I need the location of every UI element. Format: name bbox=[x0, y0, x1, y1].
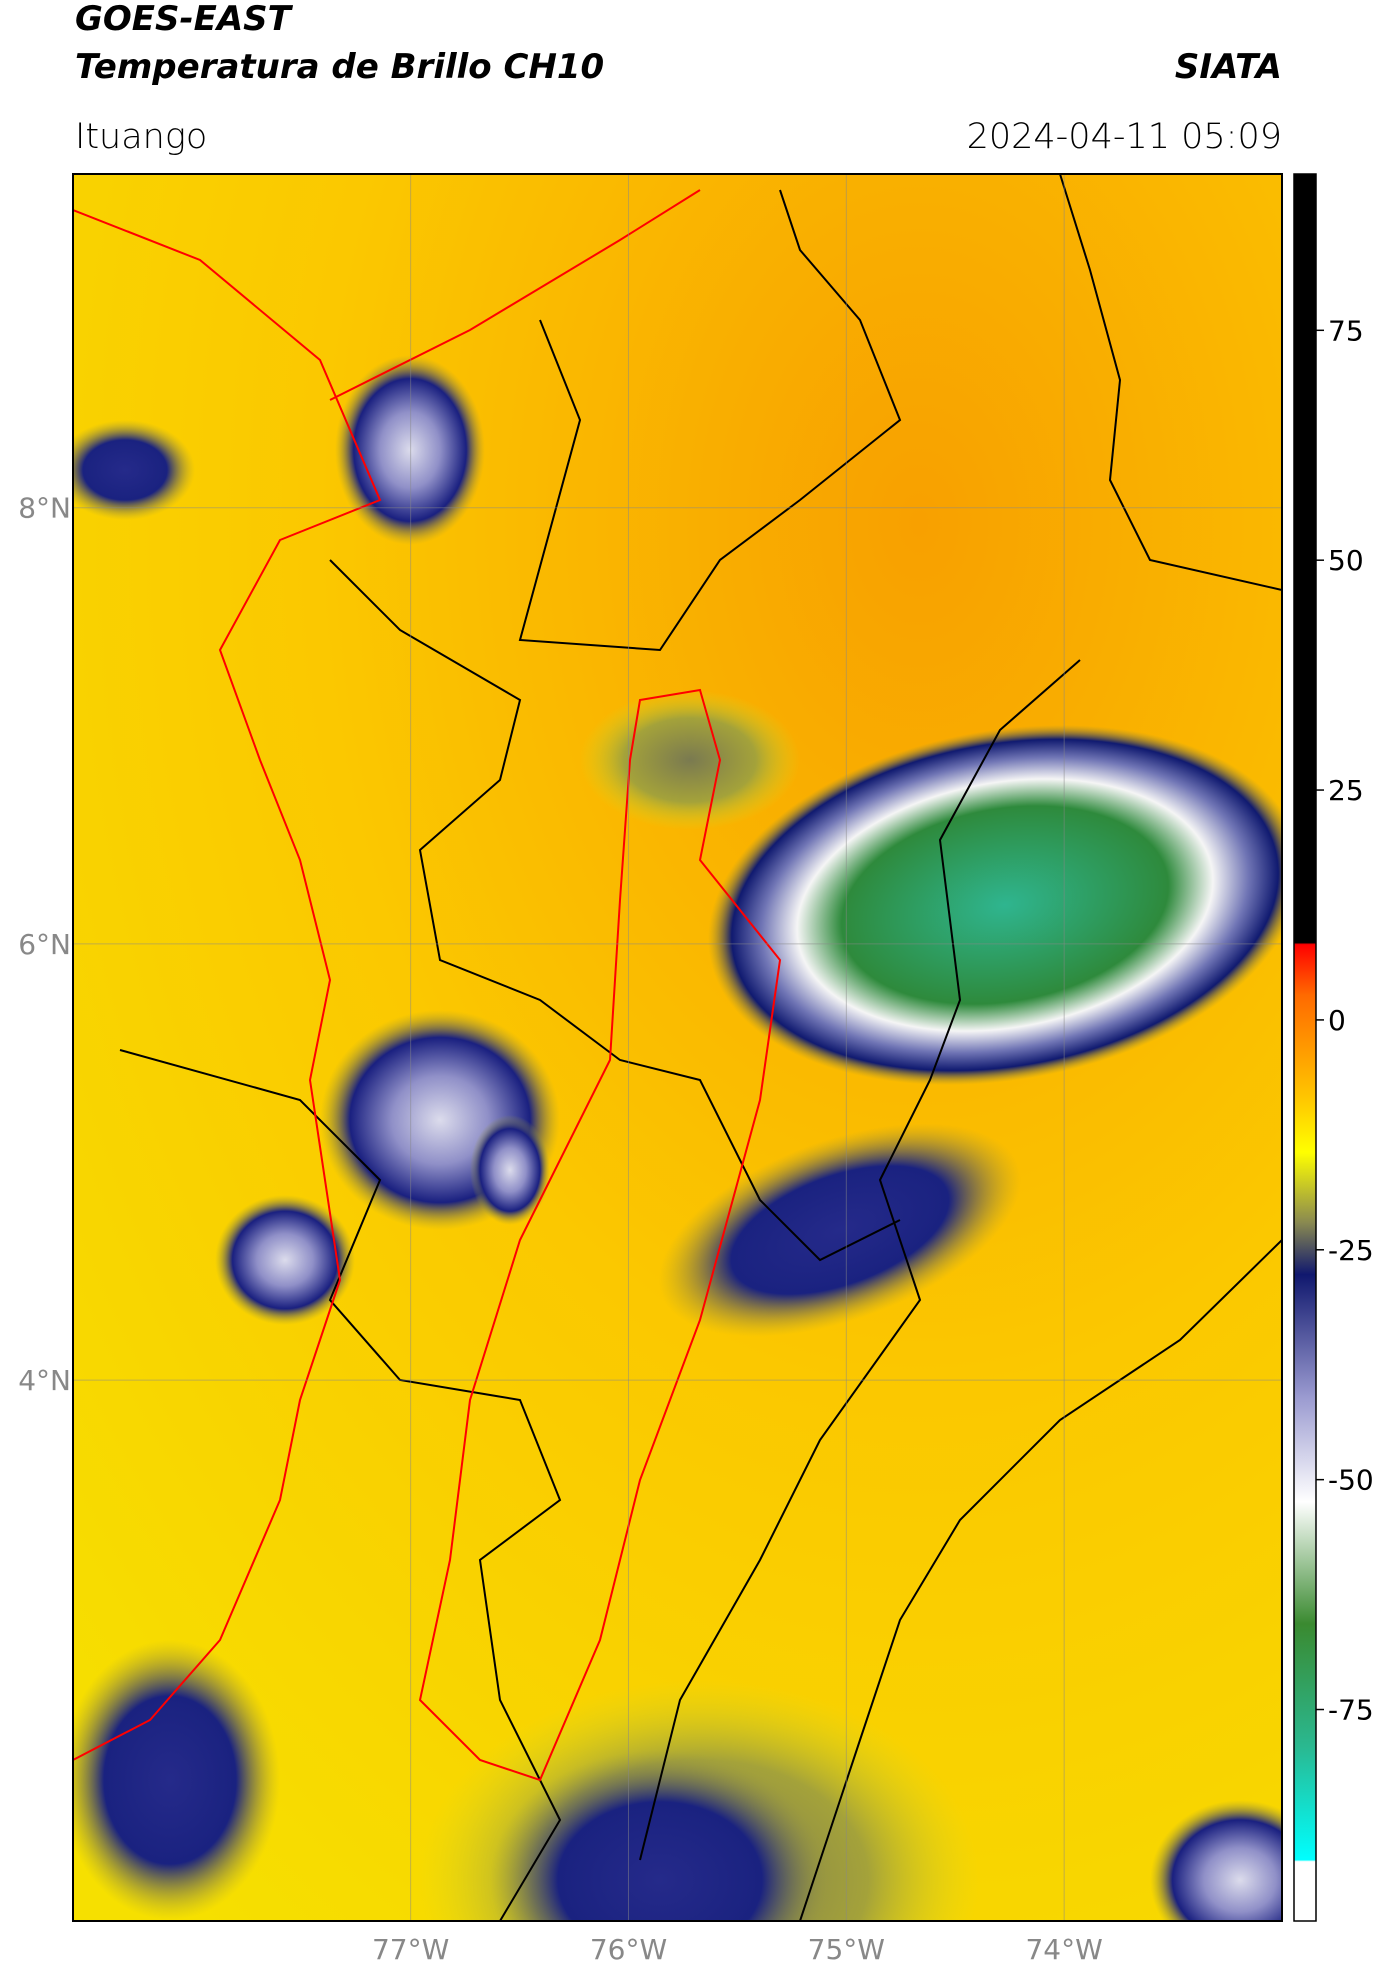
title: GOES-EAST bbox=[75, 0, 294, 39]
colorbar-tick-label: -75 bbox=[1328, 1694, 1374, 1727]
location: Ituango bbox=[75, 117, 207, 157]
datetime: 2024-04-11 05:09 bbox=[967, 117, 1282, 157]
colorbar-tick-label: -50 bbox=[1328, 1464, 1374, 1497]
x-tick-label: 77°W bbox=[372, 1933, 449, 1966]
x-tick-label: 74°W bbox=[1025, 1933, 1102, 1966]
x-tick-label: 75°W bbox=[808, 1933, 885, 1966]
colorbar-tick-label: 50 bbox=[1328, 544, 1364, 577]
y-tick-label: 8°N bbox=[18, 492, 71, 525]
colorbar-tick-label: 0 bbox=[1328, 1004, 1346, 1037]
brand: SIATA bbox=[1175, 47, 1282, 87]
y-tick-label: 6°N bbox=[18, 928, 71, 961]
map-image bbox=[73, 174, 1282, 1921]
x-tick-label: 76°W bbox=[590, 1933, 667, 1966]
colorbar-tick-label: 75 bbox=[1328, 314, 1364, 347]
map-frame bbox=[72, 173, 1283, 1922]
subtitle: Temperatura de Brillo CH10 bbox=[75, 47, 604, 87]
colorbar-tick-label: 25 bbox=[1328, 774, 1364, 807]
y-tick-label: 4°N bbox=[18, 1364, 71, 1397]
colorbar-tick-label: -25 bbox=[1328, 1234, 1374, 1267]
colorbar bbox=[1293, 173, 1317, 1922]
